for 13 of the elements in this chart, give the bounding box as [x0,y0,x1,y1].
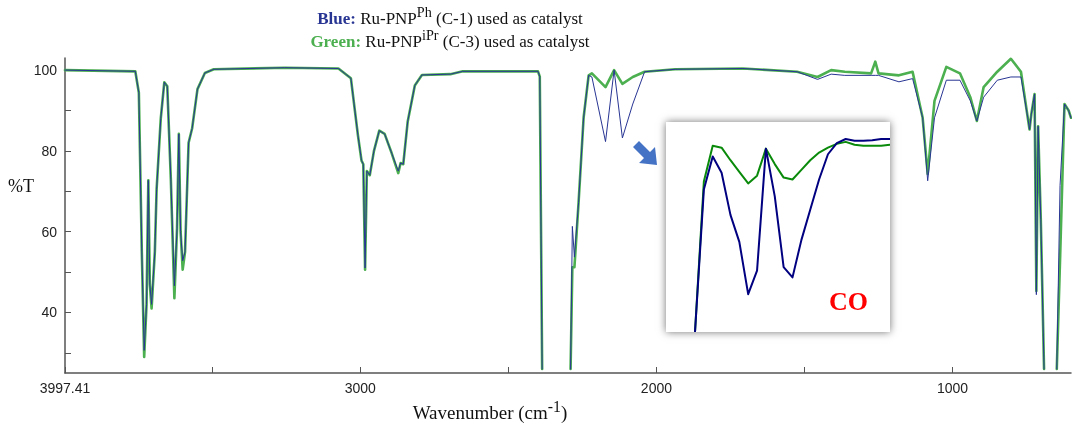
x-tick-label: 2000 [640,380,673,396]
y-tick-label: 80 [41,142,58,159]
annotation: CO [829,286,868,316]
y-tick-label: 60 [41,223,58,240]
x-axis-title: Wavenumber (cm$^{-1}$) [411,398,569,425]
x-tick-label: 3997.41 [39,380,91,396]
x-tick-label: 1000 [936,380,969,396]
chart-title: Blue: Ru-PNP$^{Ph}$ (C-1) used as catalyst [317,4,583,28]
y-tick-label: 40 [41,304,58,321]
x-tick-label: 3000 [344,380,377,396]
y-axis-title: %T [8,176,34,197]
y-tick-label: 100 [33,62,58,79]
chart-subtitle: Green: Ru-PNP$^{iPr}$ (C-3) used as catalyst [310,27,590,51]
